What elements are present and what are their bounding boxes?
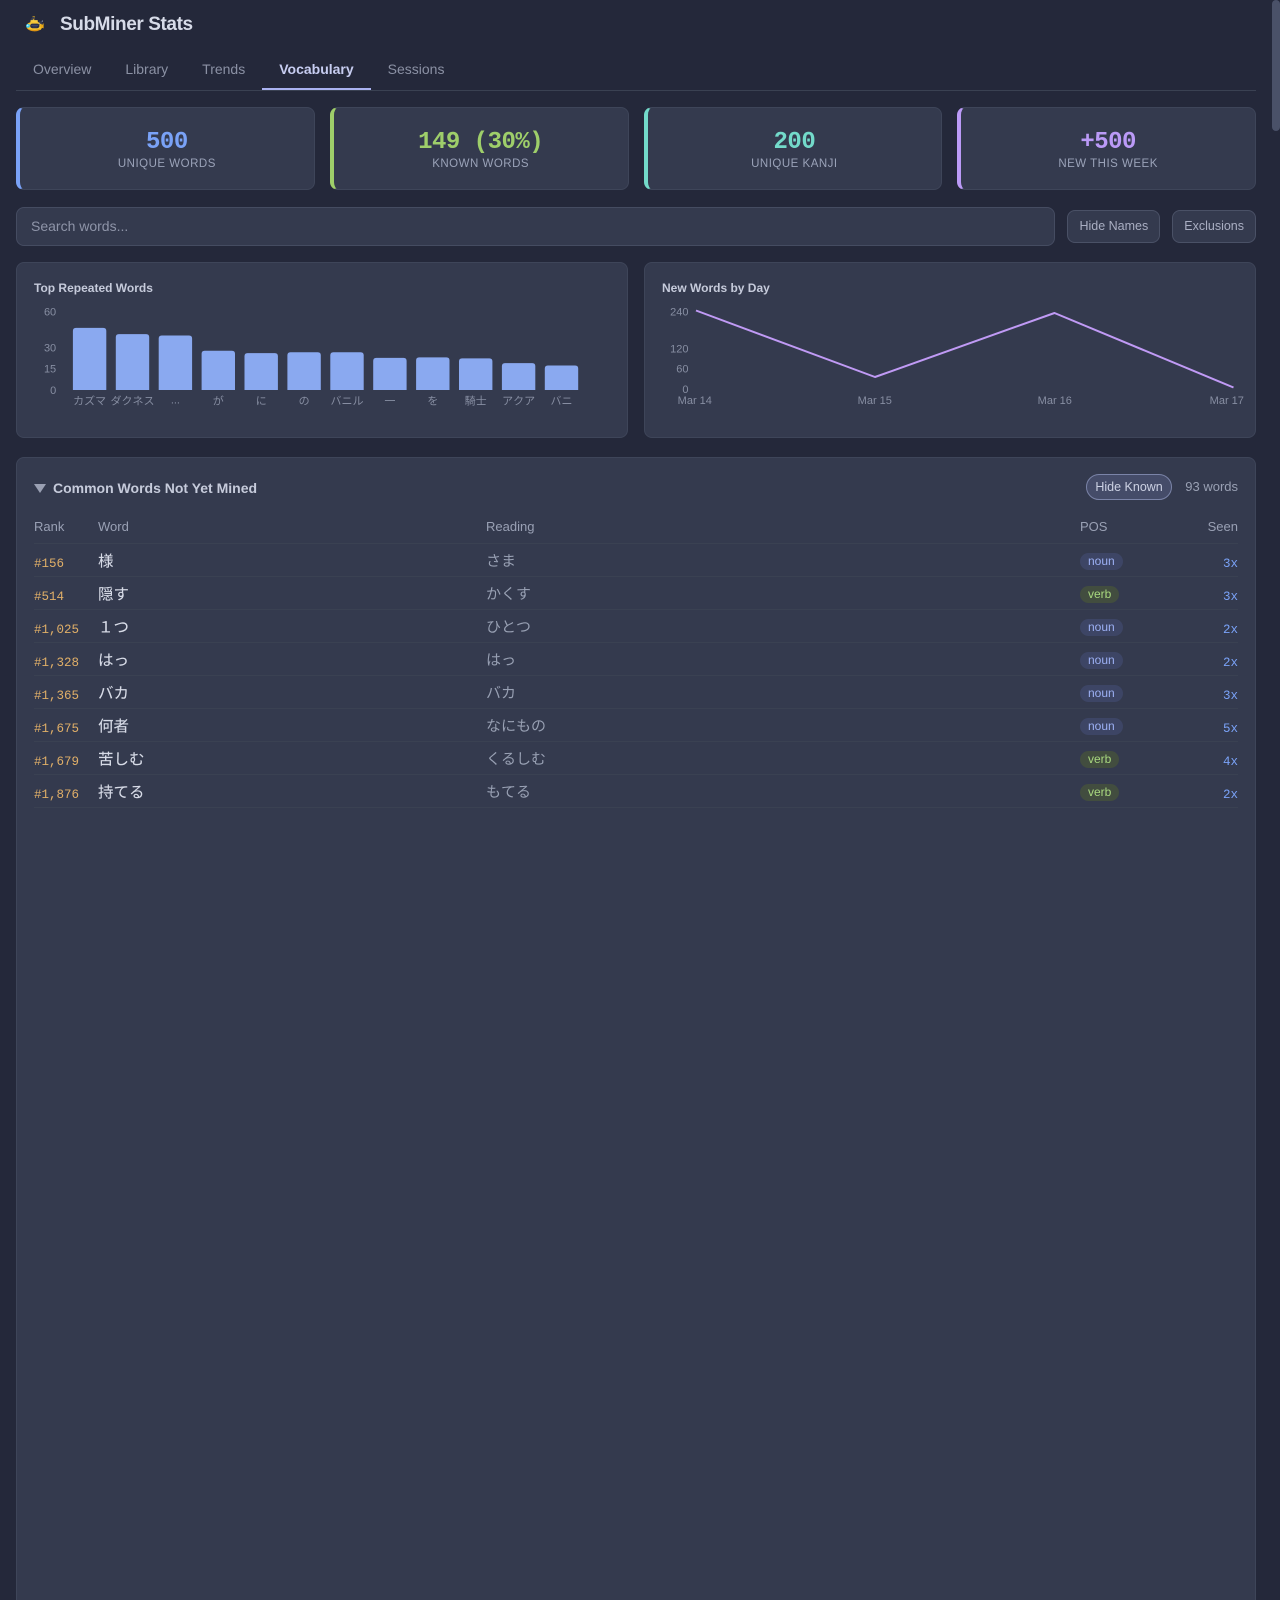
svg-text:0: 0 xyxy=(50,385,56,397)
svg-text:Mar 17: Mar 17 xyxy=(1210,395,1244,407)
svg-text:240: 240 xyxy=(670,306,688,318)
svg-text:Mar 16: Mar 16 xyxy=(1038,395,1072,407)
svg-text:60: 60 xyxy=(676,363,688,375)
svg-text:15: 15 xyxy=(44,363,56,375)
svg-text:0: 0 xyxy=(682,384,688,396)
svg-text:Mar 15: Mar 15 xyxy=(858,395,892,407)
svg-text:120: 120 xyxy=(670,343,688,355)
svg-text:...: ... xyxy=(171,394,180,406)
svg-text:60: 60 xyxy=(44,306,56,318)
svg-text:30: 30 xyxy=(44,342,56,354)
svg-text:Mar 14: Mar 14 xyxy=(678,395,712,407)
